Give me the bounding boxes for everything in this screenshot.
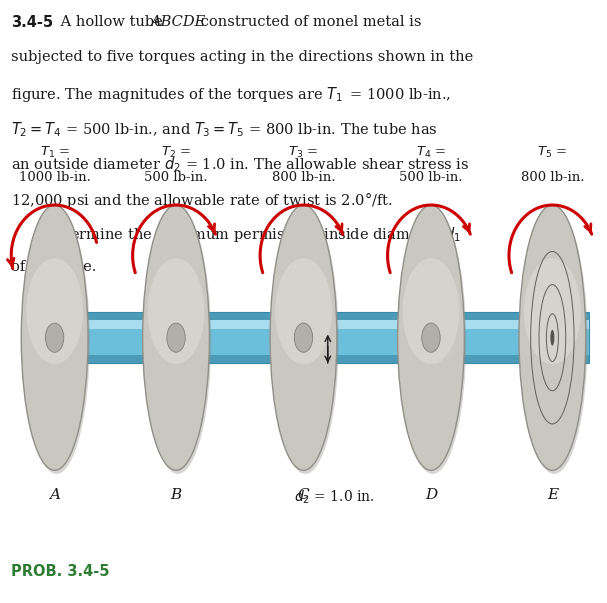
Text: C: C <box>297 488 310 502</box>
Ellipse shape <box>402 258 459 364</box>
Text: ABCDE: ABCDE <box>151 15 206 29</box>
Text: 1000 lb-in.: 1000 lb-in. <box>19 171 90 184</box>
Text: 500 lb-in.: 500 lb-in. <box>399 171 463 184</box>
Ellipse shape <box>23 209 90 474</box>
Ellipse shape <box>519 205 586 470</box>
Text: A: A <box>49 488 60 502</box>
Text: subjected to five torques acting in the directions shown in the: subjected to five torques acting in the … <box>11 50 473 64</box>
Bar <box>24 320 589 329</box>
Text: $T_2 = T_4$ = 500 lb-in., and $T_3 = T_5$ = 800 lb-in. The tube has: $T_2 = T_4$ = 500 lb-in., and $T_3 = T_5… <box>11 120 438 139</box>
Text: 800 lb-in.: 800 lb-in. <box>521 171 584 184</box>
Text: figure. The magnitudes of the torques are $T_1\,$ = 1000 lb-in.,: figure. The magnitudes of the torques ar… <box>11 85 451 104</box>
Text: 12,000 psi and the allowable rate of twist is 2.0$\degree$/ft.: 12,000 psi and the allowable rate of twi… <box>11 190 393 210</box>
Text: $T_4$ =: $T_4$ = <box>416 145 446 160</box>
Text: 800 lb-in.: 800 lb-in. <box>272 171 335 184</box>
Text: constructed of monel metal is: constructed of monel metal is <box>196 15 421 29</box>
Text: A hollow tube: A hollow tube <box>56 15 168 29</box>
Ellipse shape <box>21 205 88 470</box>
Ellipse shape <box>422 323 440 352</box>
Text: 500 lb-in.: 500 lb-in. <box>144 171 208 184</box>
Text: E: E <box>547 488 558 502</box>
Ellipse shape <box>144 209 211 474</box>
Ellipse shape <box>275 258 332 364</box>
Ellipse shape <box>551 330 554 346</box>
Ellipse shape <box>167 323 185 352</box>
Ellipse shape <box>524 258 581 364</box>
Text: Determine the maximum permissible inside diameter $d_1$: Determine the maximum permissible inside… <box>44 225 461 244</box>
Text: of the tube.: of the tube. <box>11 260 97 274</box>
Text: $d_2$ = 1.0 in.: $d_2$ = 1.0 in. <box>294 488 374 506</box>
Text: B: B <box>171 488 181 502</box>
Text: $T_3$ =: $T_3$ = <box>288 145 319 160</box>
Ellipse shape <box>399 209 466 474</box>
Text: $T_1$ =: $T_1$ = <box>39 145 70 160</box>
Text: 3.4-5: 3.4-5 <box>11 15 53 30</box>
Ellipse shape <box>46 323 64 352</box>
Text: D: D <box>425 488 437 502</box>
Bar <box>24 312 589 363</box>
Ellipse shape <box>143 205 209 470</box>
Text: $T_5$ =: $T_5$ = <box>537 145 568 160</box>
Ellipse shape <box>294 323 313 352</box>
Ellipse shape <box>398 205 464 470</box>
Ellipse shape <box>148 258 205 364</box>
Text: PROB. 3.4-5: PROB. 3.4-5 <box>11 564 109 579</box>
Text: $T_2$ =: $T_2$ = <box>161 145 191 160</box>
Ellipse shape <box>521 209 588 474</box>
Bar <box>24 320 589 355</box>
Ellipse shape <box>272 209 339 474</box>
Ellipse shape <box>26 258 83 364</box>
Text: an outside diameter $d_2$ = 1.0 in. The allowable shear stress is: an outside diameter $d_2$ = 1.0 in. The … <box>11 155 469 174</box>
Bar <box>24 312 589 363</box>
Ellipse shape <box>270 205 337 470</box>
